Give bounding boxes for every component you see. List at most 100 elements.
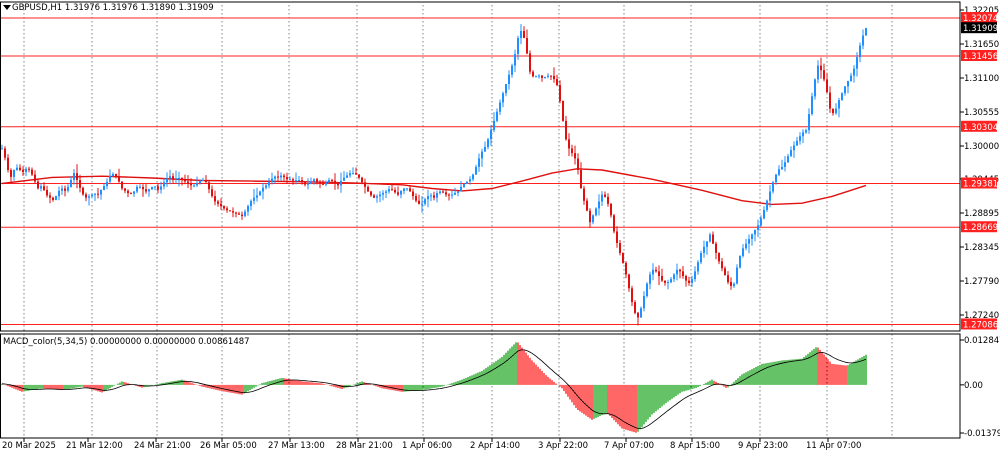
horizontal-levels[interactable] bbox=[0, 17, 960, 325]
candle-body bbox=[292, 179, 294, 181]
candle-body bbox=[583, 188, 585, 201]
candle-body bbox=[151, 186, 153, 190]
candle-body bbox=[649, 274, 651, 284]
candle-body bbox=[130, 193, 132, 195]
candle-body bbox=[613, 215, 615, 232]
candle-body bbox=[28, 168, 30, 170]
time-tick-label: 8 Apr 15:00 bbox=[670, 441, 720, 451]
candle-body bbox=[769, 191, 771, 201]
candle-body bbox=[751, 234, 753, 240]
candle-body bbox=[352, 173, 354, 175]
candle-body bbox=[340, 180, 342, 186]
candle-body bbox=[757, 225, 759, 230]
level-price-tag bbox=[961, 50, 997, 62]
candle-body bbox=[550, 75, 552, 77]
symbol-dropdown-icon[interactable] bbox=[3, 5, 11, 10]
candle-body bbox=[601, 194, 603, 202]
candle-body bbox=[214, 196, 216, 202]
candle-body bbox=[37, 181, 39, 189]
macd-pane-border bbox=[0, 333, 961, 439]
price-tick-label: 1.30555 bbox=[964, 108, 999, 118]
candle-body bbox=[853, 68, 855, 76]
candle-body bbox=[394, 190, 396, 193]
candle-body bbox=[859, 45, 861, 58]
candle-body bbox=[439, 191, 441, 193]
candle-body bbox=[367, 186, 369, 192]
candle-body bbox=[427, 196, 429, 200]
candle-body bbox=[163, 182, 165, 187]
candle-body bbox=[382, 192, 384, 195]
candle-body bbox=[424, 199, 426, 204]
candle-body bbox=[55, 196, 57, 200]
candle-body bbox=[643, 296, 645, 309]
candle-body bbox=[634, 302, 636, 313]
candle-body bbox=[724, 268, 726, 276]
candle-body bbox=[856, 57, 858, 69]
current-price-label: 1.31909 bbox=[963, 24, 998, 34]
candle-body bbox=[25, 168, 27, 172]
candle-body bbox=[718, 253, 720, 262]
candle-body bbox=[574, 153, 576, 159]
candle-body bbox=[661, 276, 663, 281]
candle-body bbox=[772, 182, 774, 192]
time-tick-label: 3 Apr 22:00 bbox=[538, 441, 588, 451]
candle-body bbox=[301, 180, 303, 183]
candle-body bbox=[262, 187, 264, 192]
candle-body bbox=[445, 192, 447, 195]
candle-body bbox=[544, 77, 546, 78]
candle-body bbox=[127, 190, 129, 194]
candle-body bbox=[169, 176, 171, 179]
candle-body bbox=[13, 170, 15, 177]
candle-body bbox=[547, 75, 549, 77]
candle-body bbox=[31, 169, 33, 175]
macd-tick-label: -0.0137932 bbox=[964, 429, 1000, 439]
candle-body bbox=[205, 180, 207, 183]
candle-body bbox=[136, 186, 138, 192]
candle-body bbox=[844, 86, 846, 94]
candle-body bbox=[703, 246, 705, 253]
candle-body bbox=[580, 170, 582, 189]
candle-body bbox=[835, 108, 837, 114]
candle-body bbox=[277, 176, 279, 178]
candle-body bbox=[418, 200, 420, 204]
candle-body bbox=[133, 191, 135, 194]
price-axis: 1.322051.316501.311001.305551.300001.294… bbox=[960, 6, 999, 330]
candle-body bbox=[823, 70, 825, 80]
candle-body bbox=[202, 180, 204, 181]
candle-body bbox=[58, 190, 60, 197]
candle-body bbox=[19, 167, 21, 170]
candle-body bbox=[100, 190, 102, 195]
candle-body bbox=[742, 248, 744, 256]
candle-body bbox=[676, 269, 678, 275]
candle-body bbox=[520, 31, 522, 38]
candle-body bbox=[811, 96, 813, 114]
candle-body bbox=[523, 31, 525, 38]
candle-body bbox=[832, 108, 834, 114]
candle-body bbox=[85, 194, 87, 198]
time-tick-label: 2 Apr 14:00 bbox=[470, 441, 520, 451]
candle-body bbox=[640, 308, 642, 318]
level-price-tag bbox=[961, 221, 997, 233]
candle-body bbox=[253, 197, 255, 201]
candle-body bbox=[118, 176, 120, 182]
candle-body bbox=[46, 190, 48, 196]
candle-body bbox=[7, 157, 9, 170]
candle-body bbox=[610, 203, 612, 216]
candle-body bbox=[91, 194, 93, 197]
candle-body bbox=[736, 267, 738, 284]
level-price-label: 1.30304 bbox=[963, 123, 998, 133]
time-tick-label: 7 Apr 07:00 bbox=[604, 441, 654, 451]
candle-body bbox=[61, 188, 63, 191]
candle-body bbox=[79, 180, 81, 188]
candle-body bbox=[538, 75, 540, 77]
candle-body bbox=[451, 194, 453, 196]
candle-body bbox=[319, 181, 321, 184]
candle-body bbox=[850, 75, 852, 81]
candle-body bbox=[790, 150, 792, 157]
candle-body bbox=[562, 100, 564, 121]
candle-body bbox=[208, 182, 210, 190]
candle-body bbox=[631, 288, 633, 303]
candle-body bbox=[4, 148, 6, 158]
candle-body bbox=[529, 53, 531, 72]
